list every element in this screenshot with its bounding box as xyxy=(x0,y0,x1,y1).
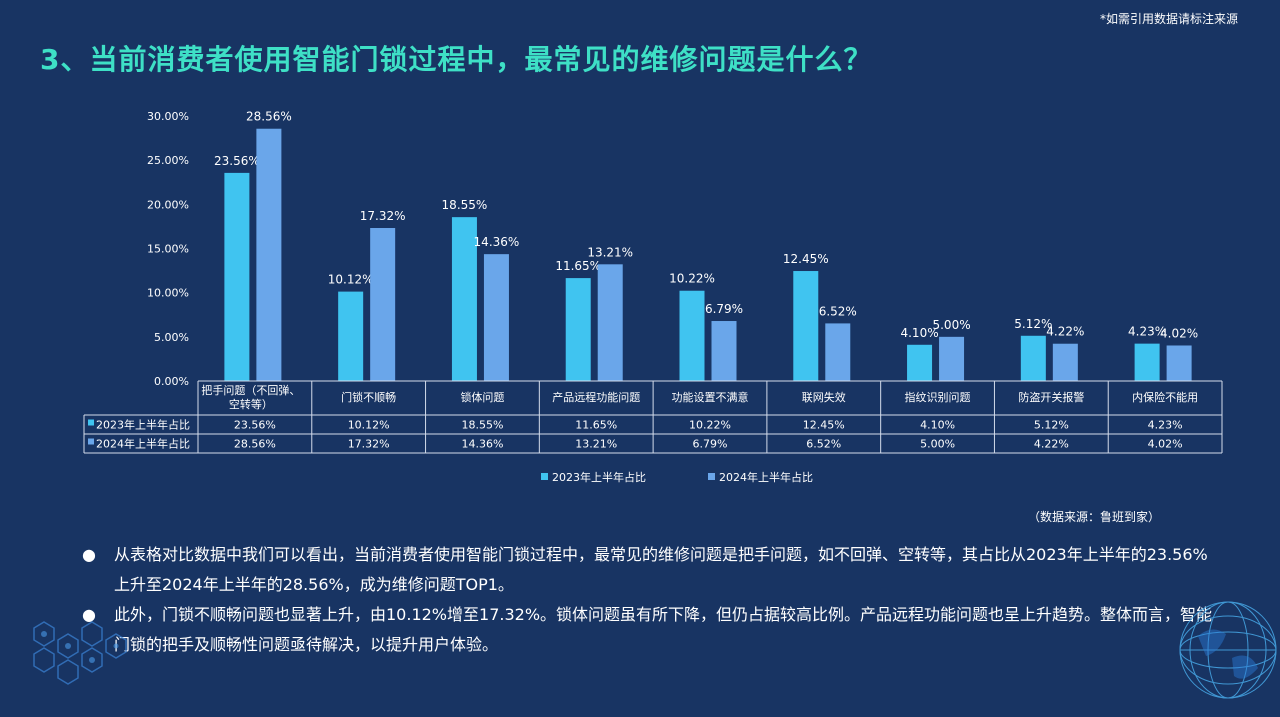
table-cell: 5.12% xyxy=(1034,419,1069,432)
category-label: 产品远程功能问题 xyxy=(552,390,640,404)
data-label: 6.52% xyxy=(819,304,857,318)
page-title: 3、当前消费者使用智能门锁过程中，最常见的维修问题是什么？ xyxy=(40,43,873,76)
bar-2023 xyxy=(451,217,477,381)
globe-icon xyxy=(1179,601,1277,699)
table-cell: 11.65% xyxy=(575,419,617,432)
y-tick-label: 5.00% xyxy=(154,331,189,344)
table-cell: 4.22% xyxy=(1034,438,1069,451)
y-tick-label: 10.00% xyxy=(147,287,189,300)
bar-2024 xyxy=(483,254,509,381)
data-label: 5.00% xyxy=(932,318,970,332)
bar-2024 xyxy=(597,264,623,381)
legend-swatch xyxy=(708,473,715,480)
bar-2023 xyxy=(224,172,250,381)
table-cell: 13.21% xyxy=(575,438,617,451)
bar-2024 xyxy=(1166,345,1192,381)
table-cell: 23.56% xyxy=(234,419,276,432)
category-label: 门锁不顺畅 xyxy=(341,390,396,404)
summary-item: ● 从表格对比数据中我们可以看出，当前消费者使用智能门锁过程中，最常见的维修问题是… xyxy=(82,540,1222,600)
data-label: 11.65% xyxy=(555,259,601,273)
category-label: 联网失效 xyxy=(802,390,846,404)
y-tick-label: 0.00% xyxy=(154,375,189,388)
data-label: 17.32% xyxy=(360,209,406,223)
data-label: 6.79% xyxy=(705,302,743,316)
bar-2023 xyxy=(793,271,819,381)
table-cell: 17.32% xyxy=(348,438,390,451)
data-label: 10.22% xyxy=(669,272,715,286)
y-tick-label: 15.00% xyxy=(147,243,189,256)
bar-2024 xyxy=(939,336,965,381)
category-label: 指纹识别问题 xyxy=(905,390,971,404)
table-row-label: 2024年上半年占比 xyxy=(96,437,190,451)
bar-2023 xyxy=(338,291,364,381)
summary-list: ● 从表格对比数据中我们可以看出，当前消费者使用智能门锁过程中，最常见的维修问题是… xyxy=(82,540,1222,660)
category-label: 防盗开关报警 xyxy=(1018,390,1084,404)
bar-chart: 0.00% 5.00% 10.00% 15.00% 20.00% 25.00% 30.00%… xyxy=(83,110,1223,484)
y-tick-label: 25.00% xyxy=(147,154,189,167)
data-label: 4.22% xyxy=(1046,325,1084,339)
category-label: 把手问题（不回弹、空转等） xyxy=(201,383,300,411)
legend-swatch xyxy=(541,473,548,480)
bar-2024 xyxy=(825,323,851,381)
bar-2024 xyxy=(711,321,737,381)
data-label: 18.55% xyxy=(442,198,488,212)
table-cell: 6.52% xyxy=(806,438,841,451)
table-cell: 10.22% xyxy=(689,419,731,432)
legend-key-icon xyxy=(88,438,94,445)
tech-hexagon-icon xyxy=(33,621,127,685)
summary-text: 此外，门锁不顺畅问题也显著上升，由10.12%增至17.32%。锁体问题虽有所下… xyxy=(114,605,1213,654)
table-cell: 6.79% xyxy=(693,438,728,451)
bar-2024 xyxy=(256,128,282,381)
data-label: 13.21% xyxy=(587,245,633,259)
data-label: 14.36% xyxy=(474,235,520,249)
table-cell: 4.02% xyxy=(1148,438,1183,451)
y-tick-label: 20.00% xyxy=(147,198,189,211)
data-label: 4.23% xyxy=(1128,325,1166,339)
table-cell: 28.56% xyxy=(234,438,276,451)
data-label: 28.56% xyxy=(246,110,292,124)
data-source: （数据来源：鲁班到家） xyxy=(1028,510,1161,524)
citation-note: *如需引用数据请标注来源 xyxy=(1099,12,1238,26)
legend-label: 2024年上半年占比 xyxy=(719,470,813,484)
bar-2024 xyxy=(1052,343,1078,381)
bar-2023 xyxy=(565,278,591,381)
bar-2024 xyxy=(370,228,396,381)
y-tick-label: 30.00% xyxy=(147,110,189,123)
table-cell: 18.55% xyxy=(461,419,503,432)
data-label: 4.02% xyxy=(1160,326,1198,340)
bar-2023 xyxy=(1020,335,1046,381)
bar-2023 xyxy=(907,344,933,381)
table-cell: 4.10% xyxy=(920,419,955,432)
table-cell: 5.00% xyxy=(920,438,955,451)
summary-item: ● 此外，门锁不顺畅问题也显著上升，由10.12%增至17.32%。锁体问题虽有所… xyxy=(82,600,1222,660)
legend-label: 2023年上半年占比 xyxy=(552,470,646,484)
bar-2023 xyxy=(679,290,705,381)
bullet-dot-icon: ● xyxy=(82,605,96,624)
table-row-label: 2023年上半年占比 xyxy=(96,418,190,432)
category-label: 锁体问题 xyxy=(460,390,504,404)
data-label: 23.56% xyxy=(214,154,260,168)
category-label: 功能设置不满意 xyxy=(672,390,749,404)
data-label: 10.12% xyxy=(328,273,374,287)
summary-text: 从表格对比数据中我们可以看出，当前消费者使用智能门锁过程中，最常见的维修问题是把… xyxy=(114,545,1208,594)
bar-2023 xyxy=(1134,343,1160,381)
table-cell: 14.36% xyxy=(461,438,503,451)
table-cell: 10.12% xyxy=(348,419,390,432)
table-cell: 12.45% xyxy=(803,419,845,432)
legend-key-icon xyxy=(88,419,94,426)
data-label: 4.10% xyxy=(900,326,938,340)
table-cell: 4.23% xyxy=(1148,419,1183,432)
bullet-dot-icon: ● xyxy=(82,545,96,564)
data-label: 12.45% xyxy=(783,252,829,266)
category-label: 内保险不能用 xyxy=(1132,390,1198,404)
data-label: 5.12% xyxy=(1014,317,1052,331)
